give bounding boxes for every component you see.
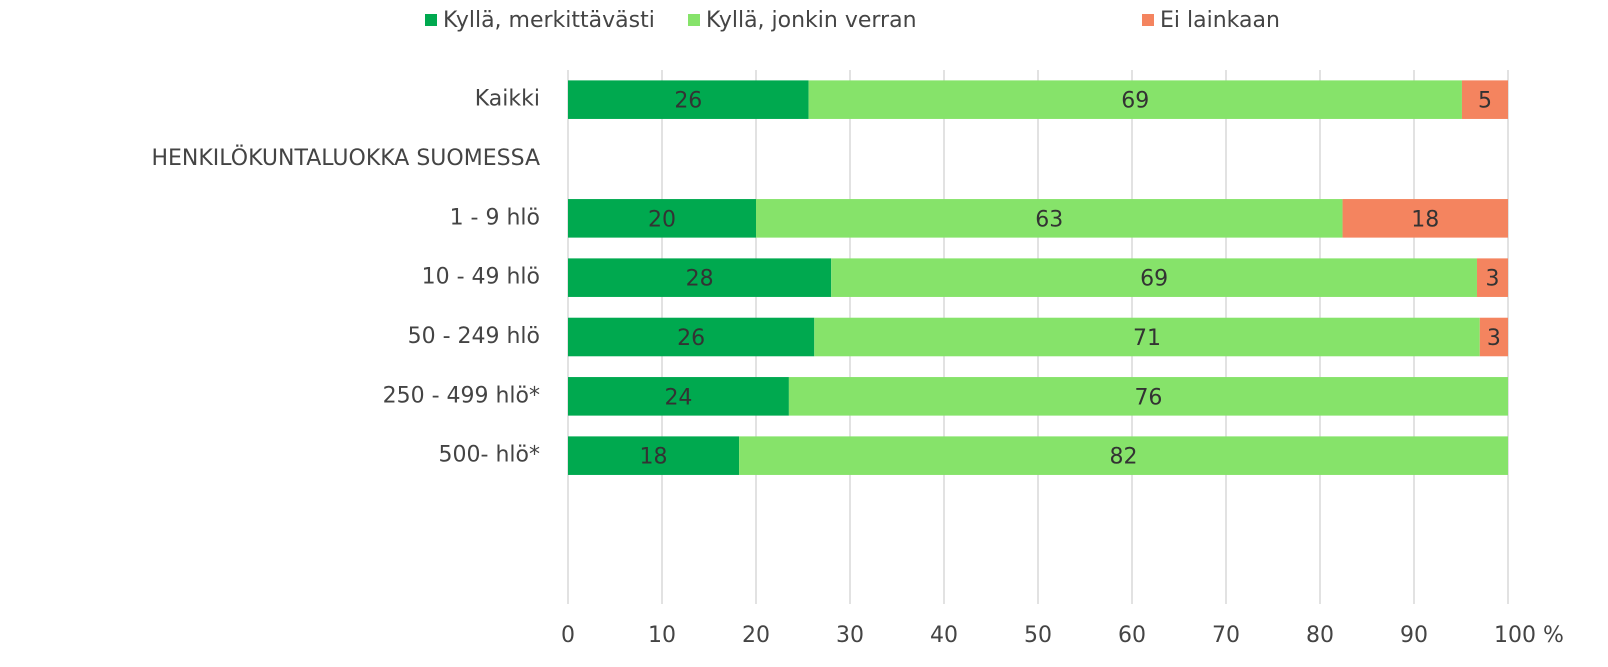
data-label: 28: [686, 267, 714, 292]
data-label: 26: [677, 326, 705, 351]
y-tick-label: 1 - 9 hlö: [450, 205, 540, 230]
x-tick-label: 70: [1212, 623, 1240, 648]
legend-swatch: [1142, 14, 1154, 26]
x-tick-label: 90: [1400, 623, 1428, 648]
data-label: 76: [1134, 385, 1162, 410]
legend-label: Kyllä, merkittävästi: [443, 8, 655, 33]
bar-segment: [568, 436, 740, 475]
bar-segment: [739, 436, 1508, 475]
data-label: 18: [1411, 207, 1439, 232]
bar-segment: [814, 317, 1480, 357]
x-tick-label: 30: [836, 623, 864, 648]
data-label: 20: [648, 207, 676, 232]
bar-segment: [568, 377, 789, 416]
data-label: 24: [664, 385, 692, 410]
y-tick-label: 50 - 249 hlö: [408, 324, 540, 349]
bar-segment: [568, 317, 815, 357]
y-tick-label: 250 - 499 hlö*: [383, 383, 540, 408]
x-tick-label: 60: [1118, 623, 1146, 648]
bar-segment: [568, 258, 832, 297]
legend-label: Ei lainkaan: [1160, 8, 1280, 33]
x-tick-label: 40: [930, 623, 958, 648]
x-tick-label: 20: [742, 623, 770, 648]
x-tick-label: 0: [561, 623, 575, 648]
data-label: 18: [640, 445, 668, 470]
y-tick-label: 500- hlö*: [439, 443, 540, 468]
x-tick-label: 100 %: [1494, 623, 1564, 648]
bar-segment: [756, 199, 1343, 238]
y-tick-label: 10 - 49 hlö: [422, 265, 540, 290]
data-label: 5: [1478, 89, 1492, 114]
data-label: 63: [1035, 207, 1063, 232]
y-tick-label: Kaikki: [475, 87, 540, 112]
data-label: 71: [1133, 326, 1161, 351]
legend-swatch: [425, 14, 437, 26]
bar-segment: [1476, 258, 1508, 297]
x-tick-label: 50: [1024, 623, 1052, 648]
bar-segment: [788, 377, 1508, 416]
x-tick-label: 80: [1306, 623, 1334, 648]
data-label: 69: [1140, 267, 1168, 292]
legend-swatch: [688, 14, 700, 26]
bar-segment: [808, 80, 1462, 119]
data-label: 3: [1487, 326, 1501, 351]
bar-segment: [831, 258, 1477, 297]
data-label: 26: [674, 89, 702, 114]
bar-segment: [1461, 80, 1508, 119]
bar-segment: [568, 80, 809, 119]
x-tick-label: 10: [648, 623, 676, 648]
data-label: 69: [1121, 89, 1149, 114]
data-label: 3: [1485, 267, 1499, 292]
bar-segment: [568, 199, 756, 238]
legend-label: Kyllä, jonkin verran: [706, 8, 917, 33]
bar-segment: [1479, 317, 1508, 357]
data-label: 82: [1110, 445, 1138, 470]
bar-segment: [1342, 199, 1508, 238]
y-tick-label: HENKILÖKUNTALUOKKA SUOMESSA: [151, 145, 540, 171]
